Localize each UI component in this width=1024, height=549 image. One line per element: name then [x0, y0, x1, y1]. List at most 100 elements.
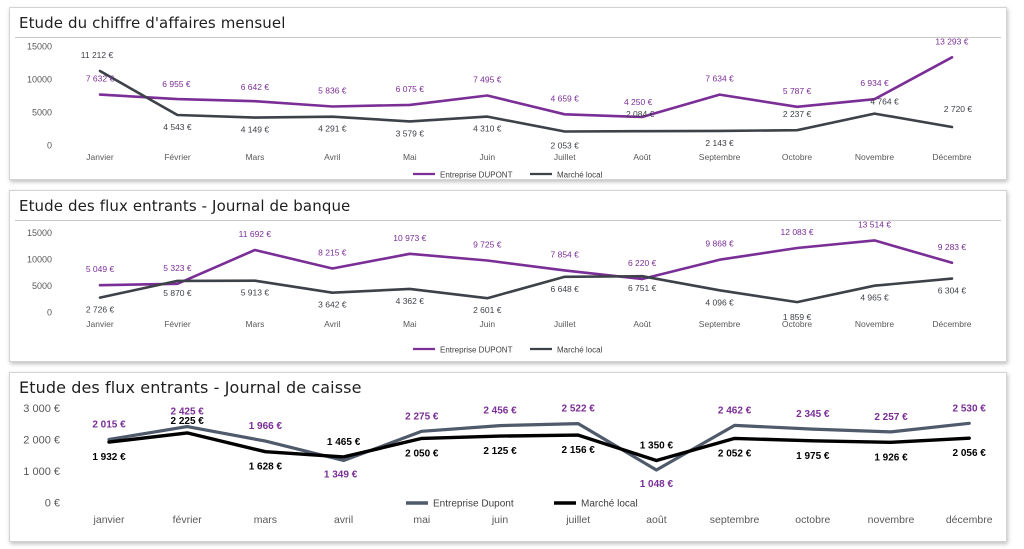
data-label: 4 362 €	[396, 296, 425, 306]
x-tick-label: décembre	[946, 514, 993, 526]
x-tick-label: Août	[633, 319, 651, 329]
data-label: 5 836 €	[318, 85, 347, 95]
legend-label: Entreprise DUPONT	[440, 346, 513, 355]
data-label: 2 237 €	[783, 109, 812, 119]
x-tick-label: Novembre	[855, 319, 894, 329]
x-tick-label: Novembre	[855, 152, 894, 162]
data-label: 4 764 €	[870, 97, 899, 107]
data-label: 11 692 €	[239, 229, 272, 239]
title-divider	[15, 220, 1001, 221]
bank-journal-line-chart: 0 5000 10000 15000 Janvier Février Mars Avril Ma…	[27, 219, 972, 355]
data-label: 5 913 €	[241, 288, 270, 298]
data-label: 2 456 €	[483, 406, 517, 417]
series-line	[98, 55, 954, 119]
data-label: 1 966 €	[249, 421, 283, 432]
x-tick-label: avril	[334, 514, 353, 526]
data-label: 2 050 €	[405, 448, 439, 459]
cash-journal-line-chart: 0 € 1 000 € 2 000 € 3 000 € janvier février ma…	[23, 403, 993, 526]
series-line	[98, 69, 954, 133]
data-label: 4 965 €	[860, 293, 889, 303]
data-label: 4 291 €	[318, 124, 347, 134]
x-tick-label: Décembre	[932, 319, 971, 329]
data-label: 1 859 €	[783, 312, 812, 322]
x-tick-label: Juin	[479, 152, 495, 162]
data-label: 2 015 €	[92, 420, 126, 431]
chart-title: Etude du chiffre d'affaires mensuel	[19, 14, 286, 32]
x-tick-label: Avril	[324, 319, 340, 329]
data-label: 1 975 €	[796, 451, 830, 462]
data-label: 1 628 €	[249, 462, 283, 473]
data-label: 2 143 €	[705, 138, 734, 148]
y-tick-label: 10000	[27, 75, 52, 85]
x-tick-label: novembre	[868, 514, 915, 526]
y-tick-label: 3 000 €	[23, 403, 60, 415]
data-label: 6 955 €	[162, 79, 191, 89]
data-label: 1 350 €	[640, 440, 674, 451]
data-label: 4 250 €	[624, 97, 653, 107]
y-tick-label: 1 000 €	[23, 466, 60, 478]
x-tick-label: Mars	[245, 319, 264, 329]
x-tick-label: Juin	[479, 319, 495, 329]
data-label: 2 156 €	[562, 445, 596, 456]
data-label: 2 053 €	[551, 140, 580, 150]
x-tick-label: Octobre	[782, 152, 813, 162]
data-label: 11 212 €	[81, 50, 114, 60]
x-tick-label: Août	[633, 152, 651, 162]
data-label: 2 275 €	[405, 411, 439, 422]
data-label: 2 462 €	[718, 405, 752, 416]
data-label: 4 659 €	[551, 93, 580, 103]
data-label: 2 726 €	[86, 305, 115, 315]
data-label: 9 868 €	[705, 239, 734, 249]
x-tick-label: Mai	[403, 319, 417, 329]
data-label: 6 220 €	[628, 258, 657, 268]
y-tick-label: 0 €	[45, 498, 60, 510]
x-tick-label: juin	[491, 514, 509, 526]
x-tick-label: février	[173, 514, 203, 526]
data-label: 2 601 €	[473, 305, 502, 315]
y-tick-label: 15000	[27, 42, 52, 52]
x-tick-label: septembre	[710, 514, 760, 526]
y-tick-label: 5000	[32, 281, 52, 291]
chart-title: Etude des flux entrants - Journal de cai…	[19, 378, 362, 397]
data-label: 2 125 €	[483, 446, 517, 457]
chart-panel-cash-journal: Etude des flux entrants - Journal de cai…	[9, 372, 1007, 542]
data-label: 2 257 €	[874, 412, 908, 423]
data-label: 2 052 €	[718, 448, 752, 459]
data-label: 6 642 €	[241, 82, 270, 92]
x-tick-label: Avril	[324, 152, 340, 162]
data-label: 1 465 €	[327, 437, 361, 448]
chart-panel-revenue: Etude du chiffre d'affaires mensuel 0 500…	[9, 7, 1007, 180]
chart-panel-bank-journal: Etude des flux entrants - Journal de ban…	[9, 190, 1007, 362]
data-label: 4 096 €	[705, 297, 734, 307]
data-label: 2 425 €	[171, 407, 205, 418]
series-line	[107, 431, 971, 463]
data-label: 1 048 €	[640, 479, 674, 490]
data-label: 6 304 €	[938, 286, 967, 296]
data-label: 4 543 €	[163, 122, 192, 132]
data-label: 7 854 €	[551, 249, 580, 259]
x-tick-label: Mars	[245, 152, 264, 162]
data-label: 3 642 €	[318, 300, 347, 310]
x-tick-label: Septembre	[699, 152, 741, 162]
data-label: 2 345 €	[796, 409, 830, 420]
series-line	[98, 274, 954, 304]
data-label: 5 870 €	[163, 288, 192, 298]
x-tick-label: Février	[164, 152, 191, 162]
data-label: 13 293 €	[935, 36, 968, 46]
data-label: 6 075 €	[396, 84, 425, 94]
data-label: 7 634 €	[705, 74, 734, 84]
series-line	[107, 421, 971, 472]
legend-label: Entreprise DUPONT	[440, 171, 513, 180]
x-tick-label: août	[646, 514, 667, 526]
revenue-line-chart: 0 5000 10000 15000 Janvier Février Mars Avril Ma…	[27, 36, 972, 180]
data-label: 6 648 €	[551, 284, 580, 294]
x-tick-label: Juillet	[554, 152, 576, 162]
y-tick-label: 15000	[27, 228, 52, 238]
data-label: 4 149 €	[241, 125, 270, 135]
x-tick-label: Octobre	[782, 319, 813, 329]
data-label: 1 926 €	[874, 452, 908, 463]
y-tick-label: 5000	[32, 108, 52, 118]
data-label: 7 495 €	[473, 75, 502, 85]
x-tick-label: Décembre	[932, 152, 971, 162]
data-label: 6 751 €	[628, 283, 657, 293]
